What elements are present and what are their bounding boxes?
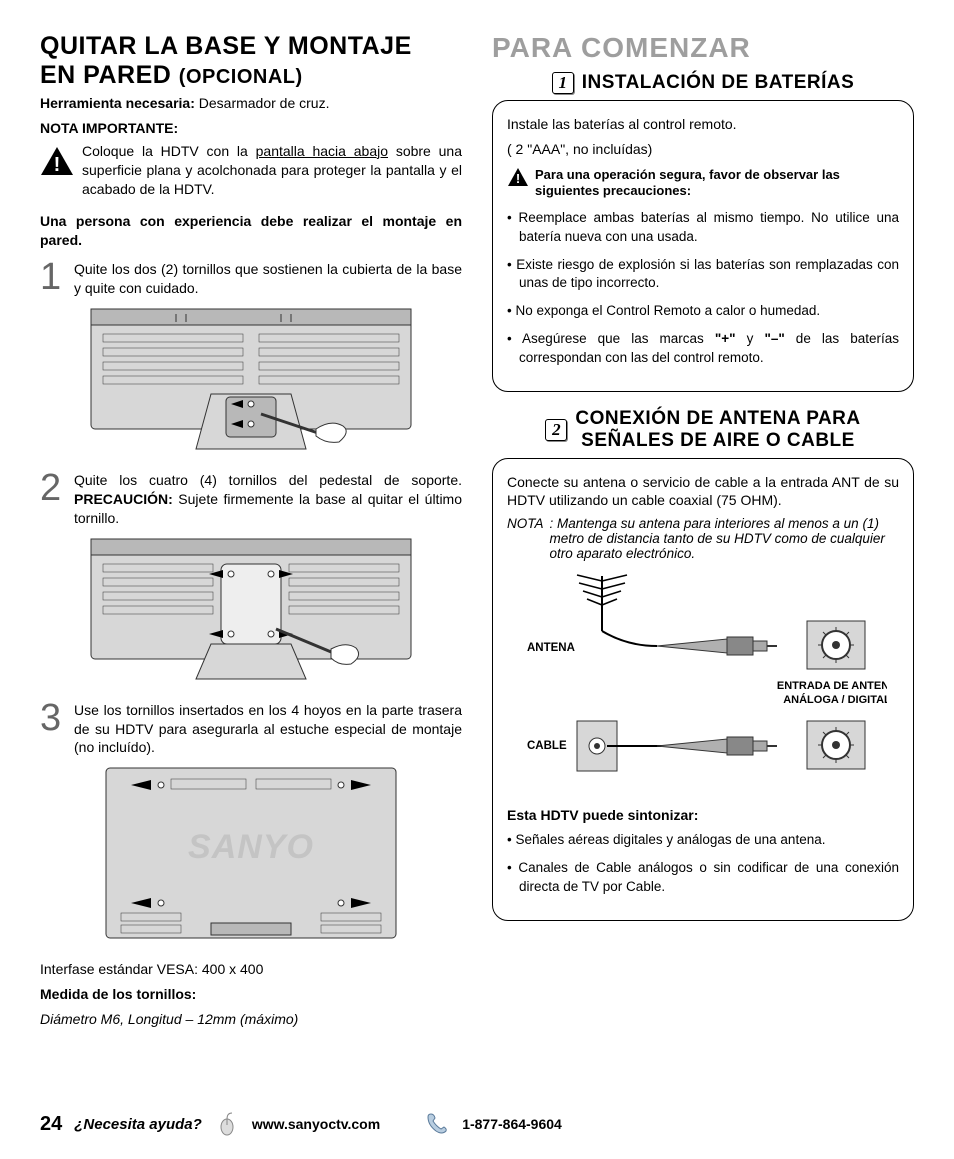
step-3-illustration: SANYO [40, 763, 462, 948]
step-3: 3 Use los tornillos insertados en los 4 … [40, 701, 462, 758]
s2-title-l1: CONEXIÓN DE ANTENA PARA [575, 408, 860, 429]
footer-url: www.sanyoctv.com [252, 1116, 380, 1132]
step-2-caution: PRECAUCIÓN: [74, 491, 173, 507]
phone-icon [424, 1111, 450, 1137]
antenna-icon [577, 575, 657, 646]
antenna-label: ANTENA [527, 642, 575, 654]
nota-importante-heading: NOTA IMPORTANTE: [40, 119, 462, 138]
battery-warning: ! Para una operación segura, favor de ob… [507, 167, 899, 200]
battery-bullet-2: Existe riesgo de explosión si las baterí… [507, 256, 899, 292]
entrada-label-1: ENTRADA DE ANTENA [777, 680, 887, 692]
svg-text:!: ! [54, 154, 61, 176]
sintonizar-2: Canales de Cable análogos o sin codifica… [507, 859, 899, 895]
tool-value: Desarmador de cruz. [195, 95, 330, 111]
step-2-pre: Quite los cuatro (4) tornillos del pedes… [74, 472, 462, 488]
section-2-title: CONEXIÓN DE ANTENA PARA SEÑALES DE AIRE … [575, 408, 860, 452]
antenna-nota-label: NOTA [507, 516, 544, 561]
battery-bullet-3: No exponga el Control Remoto a calor o h… [507, 302, 899, 320]
sintonizar-list: Señales aéreas digitales y análogas de u… [507, 831, 899, 896]
title-paren: (OPCIONAL) [179, 66, 303, 88]
title-line2: EN PARED [40, 61, 171, 89]
step-2-illustration [40, 534, 462, 689]
step-3-number: 3 [40, 701, 66, 758]
sintonizar-1: Señales aéreas digitales y análogas de u… [507, 831, 899, 849]
step-2-text: Quite los cuatro (4) tornillos del pedes… [74, 471, 462, 528]
step-1-illustration [40, 304, 462, 459]
left-column: QUITAR LA BASE Y MONTAJE EN PARED (OPCIO… [40, 32, 462, 1035]
battery-bullets: Reemplace ambas baterías al mismo tiempo… [507, 209, 899, 367]
warning-triangle-icon: ! [40, 142, 74, 205]
page-footer: 24 ¿Necesita ayuda? www.sanyoctv.com 1-8… [40, 1111, 914, 1137]
warning-block: ! Coloque la HDTV con la pantalla hacia … [40, 142, 462, 205]
section-2-heading: 2 CONEXIÓN DE ANTENA PARA SEÑALES DE AIR… [492, 408, 914, 452]
experienced-person-warning: Una persona con experiencia debe realiza… [40, 212, 462, 250]
para-comenzar-heading: PARA COMENZAR [492, 32, 914, 64]
section-1-badge: 1 [552, 72, 574, 94]
b4-mid: y [736, 331, 765, 346]
battery-intro-2: ( 2 "AAA", no incluídas) [507, 140, 899, 159]
sintonizar-heading: Esta HDTV puede sintonizar: [507, 806, 899, 825]
antenna-box: Conecte su antena o servicio de cable a … [492, 458, 914, 921]
tool-line: Herramienta necesaria: Desarmador de cru… [40, 94, 462, 113]
left-title: QUITAR LA BASE Y MONTAJE EN PARED (OPCIO… [40, 32, 462, 90]
step-3-text: Use los tornillos insertados en los 4 ho… [74, 701, 462, 758]
cable-label: CABLE [527, 740, 567, 752]
warning-text-underlined: pantalla hacia abajo [256, 143, 388, 159]
battery-intro-1: Instale las baterías al control remoto. [507, 115, 899, 134]
step-1-text: Quite los dos (2) tornillos que sostiene… [74, 260, 462, 298]
b4-pre: Asegúrese que las marcas [522, 331, 715, 346]
footer-phone: 1-877-864-9604 [462, 1116, 562, 1132]
antenna-nota-text: : Mantenga su antena para interiores al … [550, 516, 900, 561]
battery-box: Instale las baterías al control remoto. … [492, 100, 914, 392]
tool-label: Herramienta necesaria: [40, 95, 195, 111]
svg-text:!: ! [516, 171, 520, 186]
antenna-nota: NOTA : Mantenga su antena para interiore… [507, 516, 899, 561]
vesa-spec: Interfase estándar VESA: 400 x 400 [40, 960, 462, 979]
warning-text: Coloque la HDTV con la pantalla hacia ab… [82, 142, 462, 199]
step-1-number: 1 [40, 260, 66, 298]
section-1-title: INSTALACIÓN DE BATERÍAS [582, 72, 855, 94]
svg-text:SANYO: SANYO [188, 828, 314, 866]
s2-title-l2: SEÑALES DE AIRE O CABLE [581, 430, 855, 451]
help-text: ¿Necesita ayuda? [74, 1116, 202, 1133]
step-2: 2 Quite los cuatro (4) tornillos del ped… [40, 471, 462, 528]
antenna-diagram: ANTENA [507, 571, 899, 796]
page-number: 24 [40, 1113, 62, 1136]
warning-text-pre: Coloque la HDTV con la [82, 143, 256, 159]
screw-spec: Diámetro M6, Longitud – 12mm (máximo) [40, 1010, 462, 1029]
mouse-icon [214, 1111, 240, 1137]
entrada-label-2: ANÁLOGA / DIGITAL [783, 693, 887, 706]
section-2-badge: 2 [545, 419, 567, 441]
screw-label: Medida de los tornillos: [40, 985, 462, 1004]
title-line1: QUITAR LA BASE Y MONTAJE [40, 32, 412, 60]
right-column: PARA COMENZAR 1 INSTALACIÓN DE BATERÍAS … [492, 32, 914, 1035]
b4-b1: "+" [715, 331, 736, 346]
antenna-intro: Conecte su antena o servicio de cable a … [507, 473, 899, 511]
b4-b2: "–" [764, 331, 784, 346]
battery-bullet-1: Reemplace ambas baterías al mismo tiempo… [507, 209, 899, 245]
warning-triangle-icon: ! [507, 167, 529, 187]
step-1: 1 Quite los dos (2) tornillos que sostie… [40, 260, 462, 298]
section-1-heading: 1 INSTALACIÓN DE BATERÍAS [492, 72, 914, 94]
battery-warning-text: Para una operación segura, favor de obse… [535, 167, 899, 200]
battery-bullet-4: Asegúrese que las marcas "+" y "–" de la… [507, 330, 899, 366]
step-2-number: 2 [40, 471, 66, 528]
